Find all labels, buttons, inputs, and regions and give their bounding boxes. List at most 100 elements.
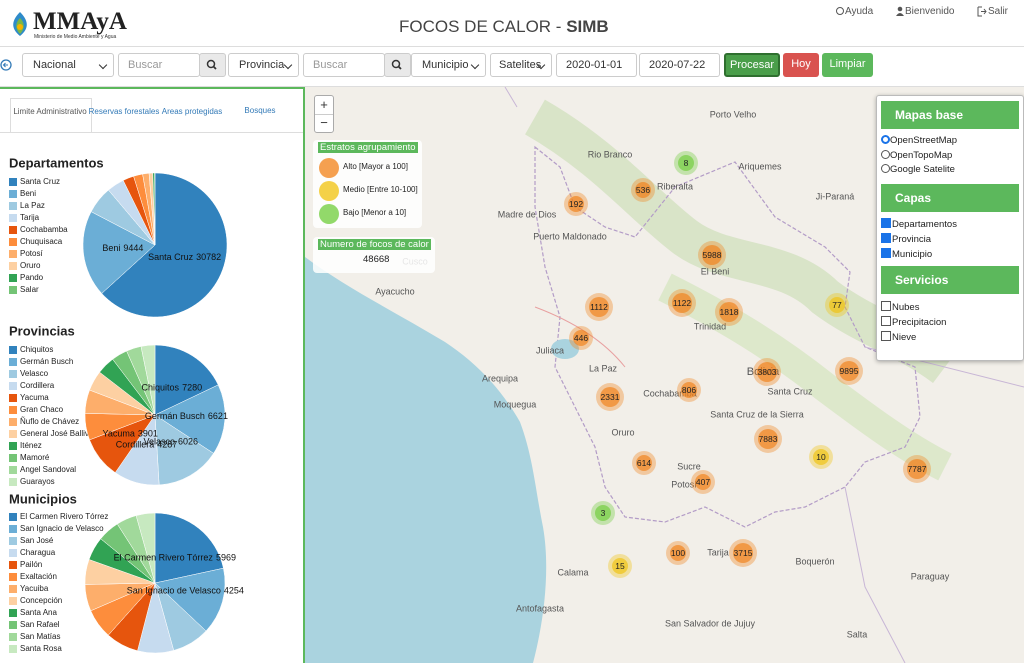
legend-label: Potosí [20,249,43,258]
pie-label-value: 4254 [224,586,244,596]
legend-label: Germán Busch [20,357,73,366]
legend-label: Chuquisaca [20,237,63,246]
legend-label: Cochabamba [20,225,68,234]
cluster[interactable] [829,297,845,313]
search-button[interactable] [384,53,411,77]
base-title: Mapas base [881,101,1019,129]
place-label: Rio Branco [588,149,633,159]
cluster[interactable] [813,449,829,465]
help-link[interactable]: Ayuda [845,6,874,17]
tab[interactable]: Bosques [244,106,276,115]
header-icons [836,6,904,16]
place-label: Tarija [707,547,729,557]
zoom-in[interactable]: + [315,96,333,115]
cluster[interactable] [612,558,628,574]
pie-label-value: 30782 [196,252,221,262]
place-label: Santa Cruz [767,386,813,396]
pie-label-name: Beni [102,244,120,254]
cluster[interactable] [678,155,694,171]
tab[interactable]: Areas protegidas [161,107,223,116]
base-option[interactable]: Google Satelite [890,164,955,175]
cluster[interactable] [670,545,686,561]
tab[interactable]: Limite Administrativo [13,107,87,116]
cluster[interactable] [600,387,620,407]
pie-slice [154,414,214,486]
search-input[interactable]: Buscar [303,53,385,77]
satellites-dropdown[interactable]: Satelites [490,53,552,77]
title-text: FOCOS DE CALOR - [399,17,567,36]
base-option[interactable]: OpenTopoMap [890,150,953,161]
back-icon[interactable] [0,59,12,71]
legend-label: Mamoré [20,453,50,462]
tab[interactable]: Reservas forestales [88,107,160,116]
legend-label: Concepción [20,596,62,605]
strata-item: Alto [Mayor a 100] [319,158,429,178]
side-panel [0,87,305,663]
place-label: Porto Velho [710,109,757,119]
cluster[interactable] [681,382,697,398]
legend-swatch [9,633,17,641]
welcome-link[interactable]: Bienvenido [905,6,955,17]
cluster[interactable] [635,182,651,198]
zoom-out[interactable]: − [320,115,328,130]
place-label: Oruro [611,427,634,437]
cluster[interactable] [758,429,778,449]
cluster-label: 1818 [720,307,739,317]
cluster[interactable] [757,362,777,382]
logo-icon [13,12,27,36]
end-date[interactable]: 2020-07-22 [639,53,720,77]
clear-button[interactable]: Limpiar [822,53,873,77]
legend-swatch [9,466,17,474]
legend-swatch [9,190,17,198]
logo-text: MMAyA [33,8,127,35]
cluster[interactable] [719,302,739,322]
cluster[interactable] [672,293,692,313]
province-select[interactable]: Provincia [228,53,299,77]
cluster[interactable] [839,361,859,381]
layer-option[interactable]: Municipio [892,249,933,260]
pie-label: Cordillera 4287 [116,440,178,450]
cluster[interactable] [589,297,609,317]
logout-link[interactable]: Salir [988,6,1009,17]
legend-swatch [9,525,17,533]
pie-label-value: 6621 [208,412,228,422]
zoom-control: + − [314,95,334,133]
region-select[interactable]: Nacional [22,53,114,77]
search-button[interactable] [199,53,226,77]
place-label: San Salvador de Jujuy [665,618,756,628]
place-label: Arequipa [482,373,518,383]
strata-item: Medio [Entre 10-100] [319,181,429,201]
cluster[interactable] [702,245,722,265]
service-option[interactable]: Nieve [892,332,917,343]
cluster[interactable] [568,196,584,212]
cluster[interactable] [695,474,711,490]
cluster[interactable] [573,330,589,346]
search-input[interactable]: Buscar [118,53,200,77]
place-label: Juliaca [536,345,564,355]
layer-option[interactable]: Departamentos [892,219,957,230]
legend-swatch [9,561,17,569]
cluster-label: 446 [574,333,588,343]
legend-label: Iténez [20,441,42,450]
legend-label: Pando [20,273,44,282]
strata-label: Bajo [Menor a 10] [343,208,407,217]
layer-option[interactable]: Provincia [892,234,932,245]
cluster-label: 536 [636,185,650,195]
pie-slice [101,172,228,318]
pie-slice [154,567,226,632]
pie-label: Chiquitos 7280 [142,383,203,393]
service-option[interactable]: Nubes [892,302,920,313]
place-label: Trinidad [694,321,726,331]
municipality-select[interactable]: Municipio [411,53,486,77]
service-option[interactable]: Precipitacion [892,317,947,328]
start-date[interactable]: 2020-01-01 [556,53,637,77]
cluster[interactable] [733,543,753,563]
base-option[interactable]: OpenStreetMap [890,135,958,146]
cluster[interactable] [907,459,927,479]
pie-label-value: 5969 [216,553,236,563]
process-button[interactable]: Procesar [724,53,780,77]
cluster[interactable] [636,455,652,471]
cluster[interactable] [595,505,611,521]
pie-label: Velasco 6026 [144,437,199,447]
today-button[interactable]: Hoy [783,53,819,77]
